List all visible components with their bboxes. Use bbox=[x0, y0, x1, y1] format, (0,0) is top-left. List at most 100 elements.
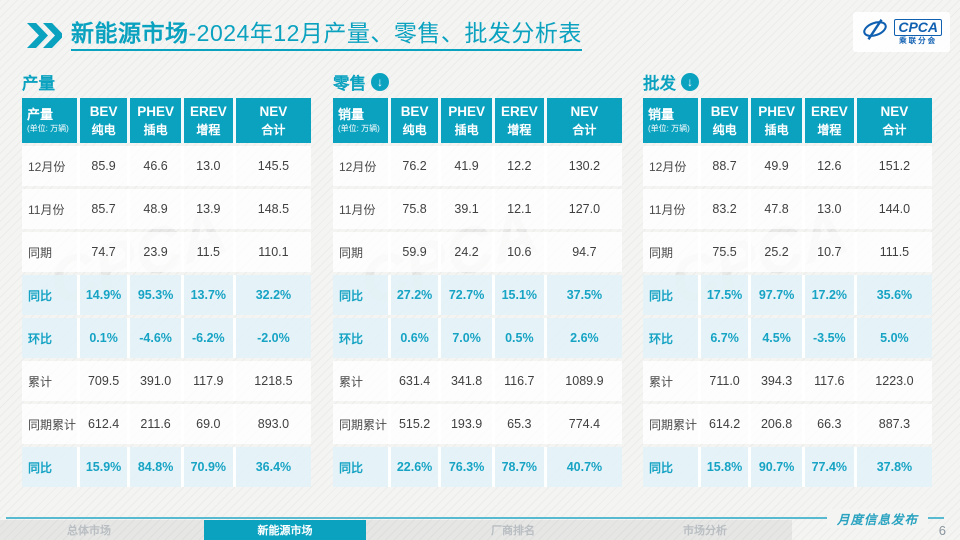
table-row: 同期累计 614.2 206.8 66.3 887.3 bbox=[643, 404, 932, 444]
data-cell: 47.8 bbox=[751, 189, 805, 229]
data-cell: 48.9 bbox=[130, 189, 184, 229]
column-code: PHEV bbox=[758, 104, 795, 120]
cpca-logo-subname: 乘联分会 bbox=[899, 36, 938, 46]
data-cell: 39.1 bbox=[441, 189, 495, 229]
data-cell: 12.6 bbox=[804, 146, 857, 186]
data-cell: 40.7% bbox=[546, 447, 622, 487]
row-label: 12月份 bbox=[22, 146, 80, 186]
column-code: BEV bbox=[89, 104, 118, 120]
column-code: PHEV bbox=[448, 104, 485, 120]
nav-tab-4[interactable]: 市场分析 bbox=[683, 525, 727, 537]
data-cell: 7.0% bbox=[441, 318, 495, 358]
row-label: 环比 bbox=[643, 318, 701, 358]
unit-header-cell: 销量 (单位: 万辆) bbox=[333, 98, 391, 143]
header-row: 销量 (单位: 万辆) BEV 纯电 PHEV 插电 EREV 增程 NEV 合计 bbox=[643, 98, 932, 143]
column-code: EREV bbox=[810, 104, 848, 120]
data-cell: 394.3 bbox=[751, 361, 805, 401]
data-cell: 66.3 bbox=[804, 404, 857, 444]
table-row: 12月份 88.7 49.9 12.6 151.2 bbox=[643, 146, 932, 186]
header-row: 产量 (单位: 万辆) BEV 纯电 PHEV 插电 EREV 增程 NEV 合计 bbox=[22, 98, 311, 143]
section-header: 产量 bbox=[22, 70, 311, 93]
cpca-logo-name: CPCA bbox=[894, 18, 942, 37]
data-cell: 1223.0 bbox=[856, 361, 932, 401]
column-name: 插电 bbox=[143, 122, 168, 137]
data-cell: 72.7% bbox=[441, 275, 495, 315]
nav-tab-2[interactable]: 新能源市场 bbox=[204, 520, 366, 540]
column-code: NEV bbox=[570, 104, 599, 120]
section-title: 产量 bbox=[22, 74, 55, 93]
data-cell: 211.6 bbox=[130, 404, 184, 444]
data-cell: 206.8 bbox=[751, 404, 805, 444]
data-cell: 15.9% bbox=[79, 447, 131, 487]
data-cell: 35.6% bbox=[856, 275, 932, 315]
data-cell: 49.9 bbox=[751, 146, 805, 186]
row-label: 同期 bbox=[333, 232, 391, 272]
page-title-primary: 新能源市场 bbox=[71, 20, 189, 46]
data-cell: 391.0 bbox=[130, 361, 184, 401]
row-label: 同期累计 bbox=[22, 404, 80, 444]
data-cell: 1218.5 bbox=[235, 361, 311, 401]
cpca-logo: CPCA 乘联分会 bbox=[853, 12, 950, 52]
column-header-erev: EREV 增程 bbox=[183, 98, 236, 143]
data-cell: 6.7% bbox=[700, 318, 752, 358]
data-cell: 711.0 bbox=[700, 361, 752, 401]
data-cell: 11.5 bbox=[183, 232, 236, 272]
data-cell: 94.7 bbox=[546, 232, 622, 272]
data-cell: 151.2 bbox=[856, 146, 932, 186]
data-cell: 117.6 bbox=[804, 361, 857, 401]
row-label: 11月份 bbox=[643, 189, 701, 229]
column-name: 纯电 bbox=[712, 122, 737, 137]
data-cell: 65.3 bbox=[494, 404, 547, 444]
data-cell: -3.5% bbox=[804, 318, 857, 358]
row-label: 累计 bbox=[643, 361, 701, 401]
unit-header-sub: (单位: 万辆) bbox=[338, 123, 380, 133]
column-name: 纯电 bbox=[402, 122, 427, 137]
row-label: 同期 bbox=[22, 232, 80, 272]
column-name: 合计 bbox=[882, 122, 907, 137]
row-label: 环比 bbox=[22, 318, 80, 358]
row-label: 同比 bbox=[643, 275, 701, 315]
data-cell: 97.7% bbox=[751, 275, 805, 315]
unit-header-label: 销量 bbox=[648, 106, 675, 122]
data-cell: 83.2 bbox=[700, 189, 752, 229]
data-cell: 84.8% bbox=[130, 447, 184, 487]
data-cell: 76.3% bbox=[441, 447, 495, 487]
data-cell: 15.8% bbox=[700, 447, 752, 487]
row-label: 环比 bbox=[333, 318, 391, 358]
data-cell: 41.9 bbox=[441, 146, 495, 186]
table-row: 同比 14.9% 95.3% 13.7% 32.2% bbox=[22, 275, 311, 315]
data-cell: 46.6 bbox=[130, 146, 184, 186]
data-cell: 10.7 bbox=[804, 232, 857, 272]
data-cell: 85.9 bbox=[79, 146, 131, 186]
row-label: 同比 bbox=[333, 275, 391, 315]
footer-label: 月度信息发布 bbox=[826, 509, 928, 528]
header-row: 销量 (单位: 万辆) BEV 纯电 PHEV 插电 EREV 增程 NEV 合计 bbox=[333, 98, 622, 143]
unit-header-label: 销量 bbox=[338, 106, 365, 122]
data-cell: 193.9 bbox=[441, 404, 495, 444]
table-row: 同比 27.2% 72.7% 15.1% 37.5% bbox=[333, 275, 622, 315]
data-cell: 893.0 bbox=[235, 404, 311, 444]
row-label: 累计 bbox=[22, 361, 80, 401]
data-cell: 95.3% bbox=[130, 275, 184, 315]
data-cell: 69.0 bbox=[183, 404, 236, 444]
data-cell: -2.0% bbox=[235, 318, 311, 358]
column-header-phev: PHEV 插电 bbox=[441, 98, 495, 143]
table-row: 同期 59.9 24.2 10.6 94.7 bbox=[333, 232, 622, 272]
section-title: 批发 bbox=[643, 74, 676, 93]
data-cell: -6.2% bbox=[183, 318, 236, 358]
data-cell: 515.2 bbox=[390, 404, 442, 444]
data-cell: 74.7 bbox=[79, 232, 131, 272]
data-cell: 85.7 bbox=[79, 189, 131, 229]
nav-tab-1[interactable]: 总体市场 bbox=[67, 525, 111, 537]
column-header-erev: EREV 增程 bbox=[494, 98, 547, 143]
data-cell: 111.5 bbox=[856, 232, 932, 272]
unit-header-cell: 销量 (单位: 万辆) bbox=[643, 98, 701, 143]
nav-tab-3[interactable]: 厂商排名 bbox=[491, 525, 535, 537]
data-cell: 2.6% bbox=[546, 318, 622, 358]
data-cell: 75.5 bbox=[700, 232, 752, 272]
cpca-swirl-icon bbox=[861, 17, 889, 48]
table-section-wholesale: 批发↓CPCA销量(单位: 万辆)BEV纯电PHEV插电EREV增程NEV合计1… bbox=[643, 70, 932, 490]
table-row: 环比 6.7% 4.5% -3.5% 5.0% bbox=[643, 318, 932, 358]
table-row: 11月份 83.2 47.8 13.0 144.0 bbox=[643, 189, 932, 229]
data-cell: 130.2 bbox=[546, 146, 622, 186]
